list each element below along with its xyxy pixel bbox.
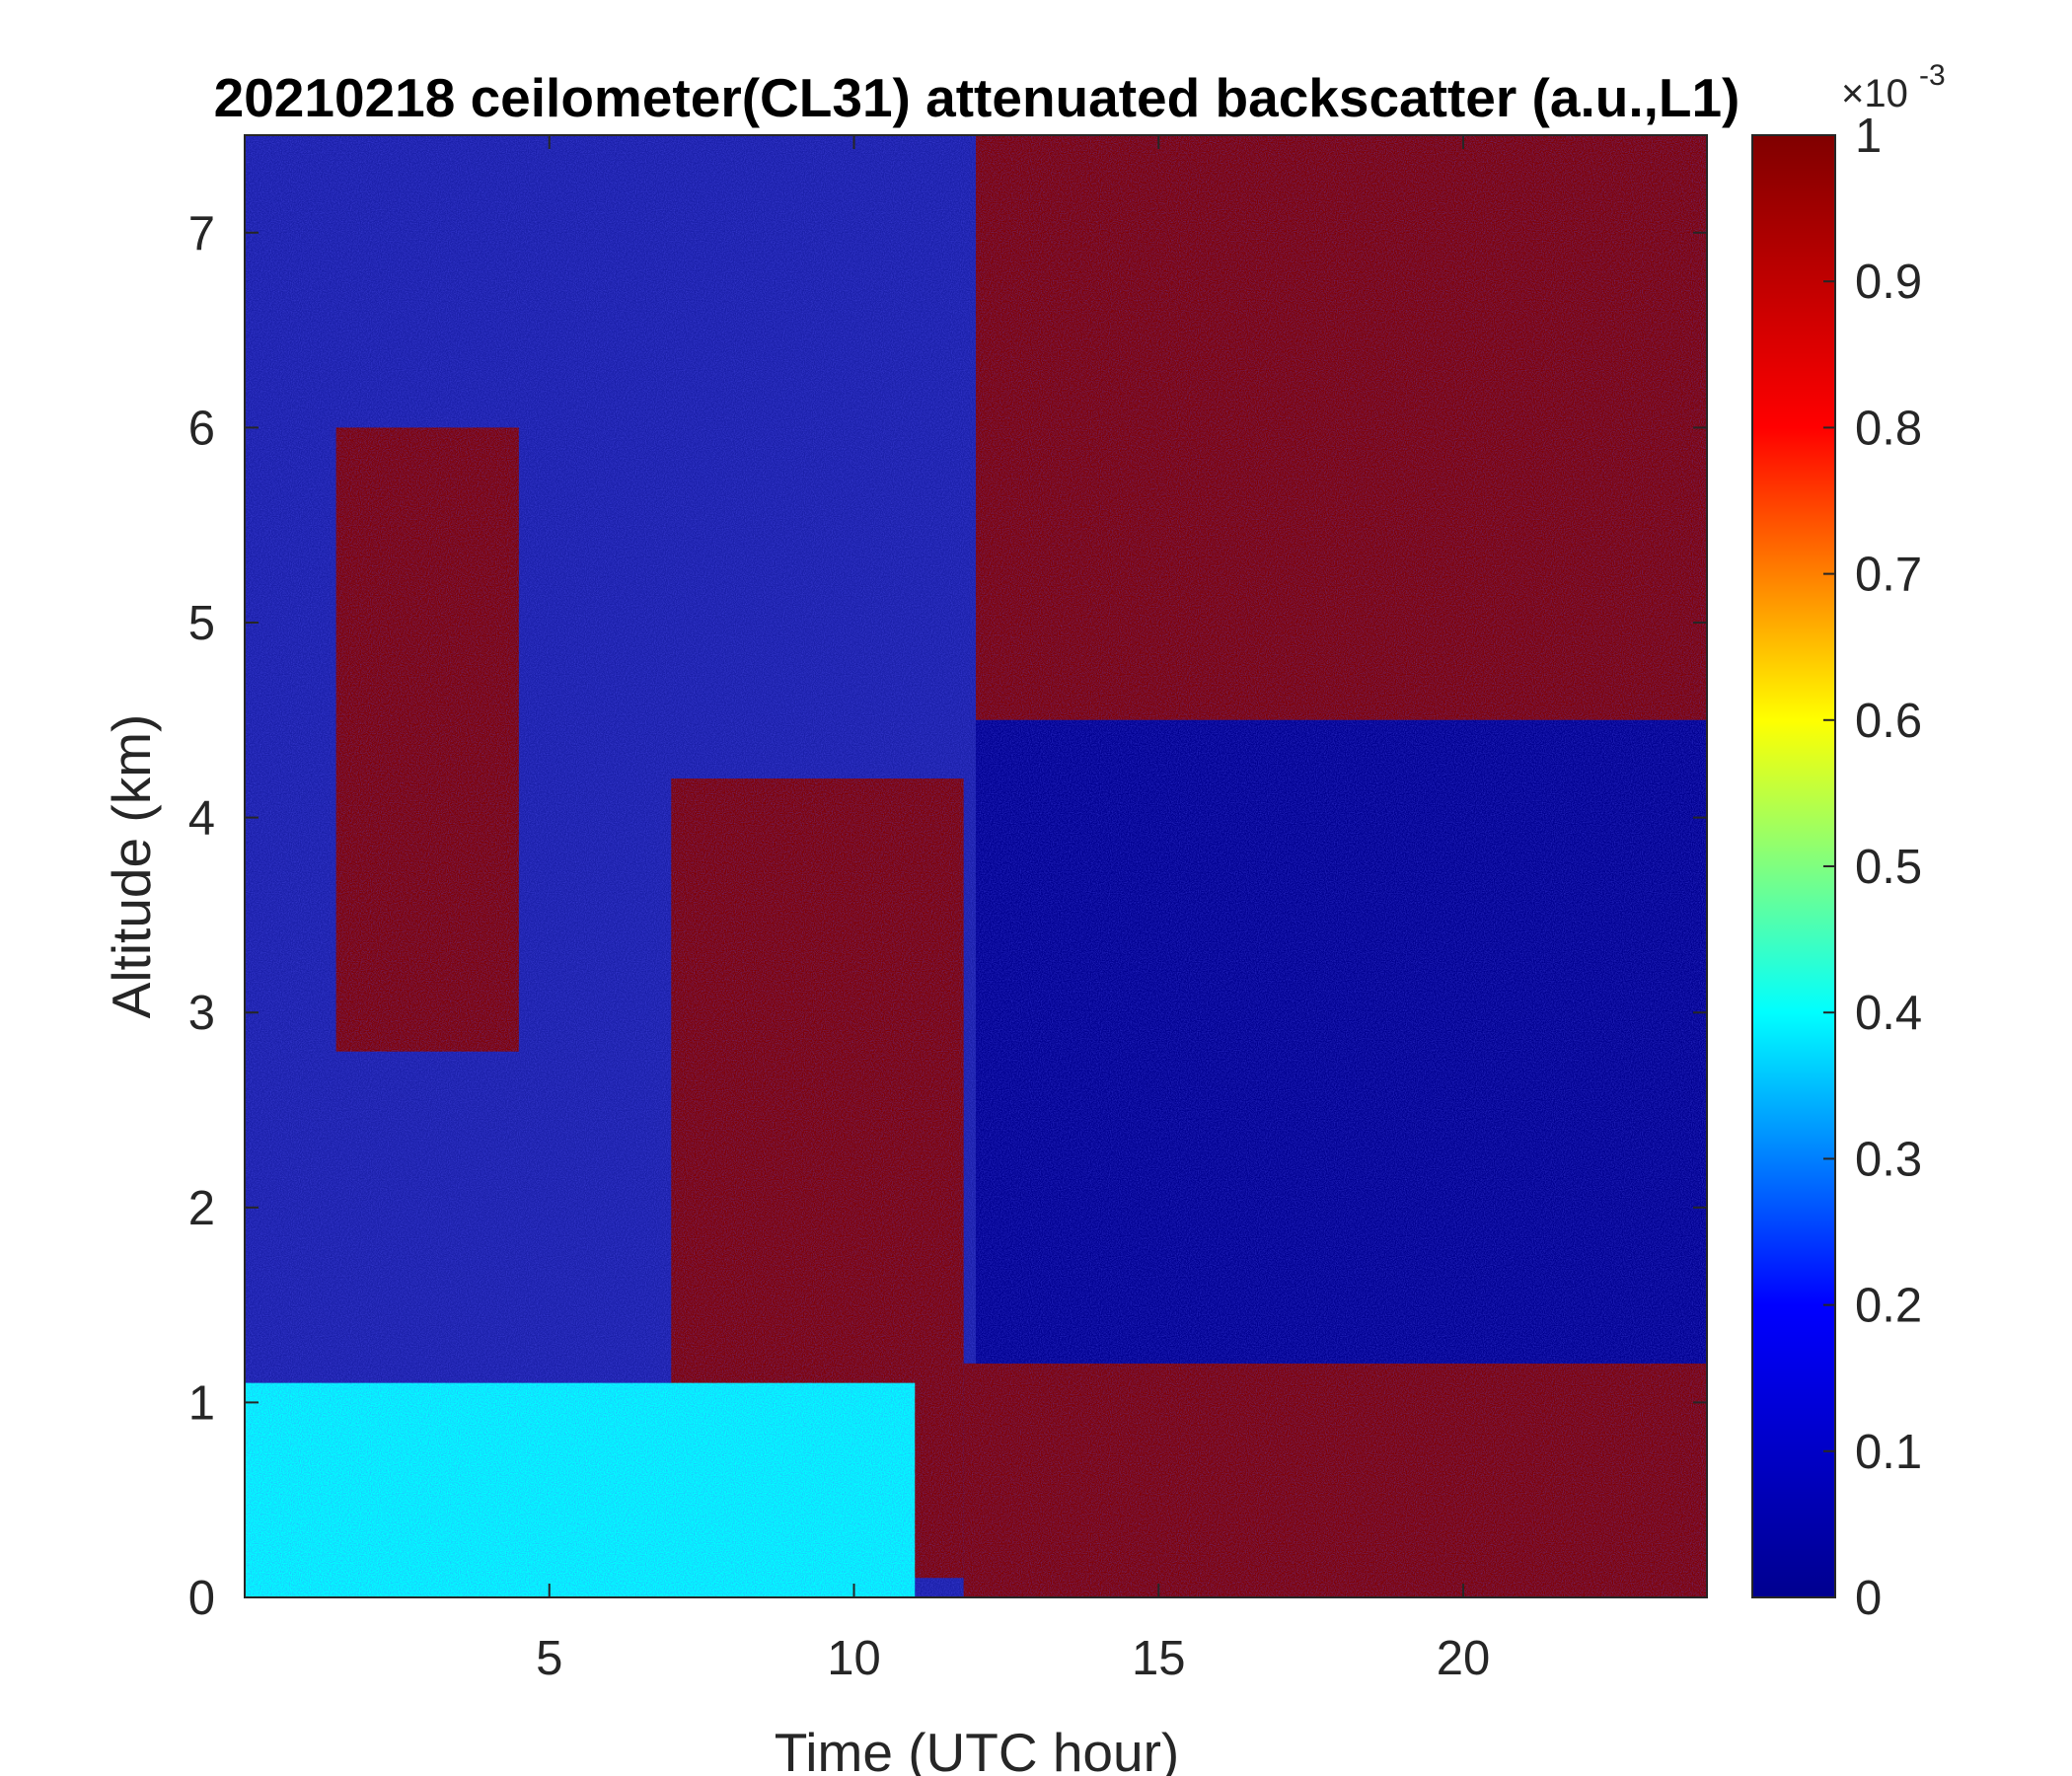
y-axis-label: Altitude (km)	[101, 714, 162, 1019]
colorbar-tick-label: 0.8	[1855, 402, 1922, 455]
colorbar-tick-label: 0.7	[1855, 549, 1922, 602]
colorbar-multiplier-base: ×10	[1841, 72, 1908, 115]
y-tick-label: 4	[188, 792, 215, 846]
x-axis: 5 10 15 20	[536, 135, 1490, 1685]
x-axis-label: Time (UTC hour)	[775, 1722, 1180, 1776]
y-tick-label: 7	[188, 207, 215, 260]
x-tick-label: 10	[827, 1632, 881, 1685]
colorbar-multiplier-exponent: -3	[1919, 59, 1946, 92]
colorbar-tick-label: 0.9	[1855, 256, 1922, 309]
colorbar-gradient	[1751, 134, 1836, 1598]
y-tick-label: 2	[188, 1182, 215, 1235]
colorbar-multiplier: ×10 -3	[1841, 59, 1946, 115]
x-tick-label: 20	[1437, 1632, 1491, 1685]
colorbar-ticks: 0 0.1 0.2 0.3 0.4 0.5 0.6 0.7 0.8 0.9 1	[1823, 110, 1922, 1625]
y-tick-label: 5	[188, 597, 215, 650]
x-tick-label: 5	[536, 1632, 562, 1685]
y-axis: 0 1 2 3 4 5 6 7	[188, 207, 1707, 1625]
x-tick-label: 15	[1132, 1632, 1186, 1685]
colorbar: 0 0.1 0.2 0.3 0.4 0.5 0.6 0.7 0.8 0.9 1 ×10 -3	[1751, 59, 1946, 1625]
y-tick-label: 6	[188, 402, 215, 455]
y-tick-label: 1	[188, 1376, 215, 1430]
colorbar-tick-label: 0	[1855, 1572, 1882, 1625]
colorbar-tick-label: 0.2	[1855, 1280, 1922, 1333]
colorbar-tick-label: 0.3	[1855, 1133, 1922, 1186]
colorbar-tick-label: 0.1	[1855, 1426, 1922, 1479]
heatmap-plot	[245, 135, 1707, 1597]
colorbar-tick-label: 0.6	[1855, 695, 1922, 748]
y-tick-label: 3	[188, 987, 215, 1040]
y-tick-label: 0	[188, 1572, 215, 1625]
plot-frame	[244, 134, 1708, 1598]
colorbar-tick-label: 1	[1855, 110, 1882, 163]
heatmap-noise	[245, 135, 1707, 1597]
colorbar-tick-label: 0.5	[1855, 841, 1922, 894]
chart-title: 20210218 ceilometer(CL31) attenuated bac…	[214, 67, 1740, 128]
colorbar-tick-label: 0.4	[1855, 987, 1922, 1040]
